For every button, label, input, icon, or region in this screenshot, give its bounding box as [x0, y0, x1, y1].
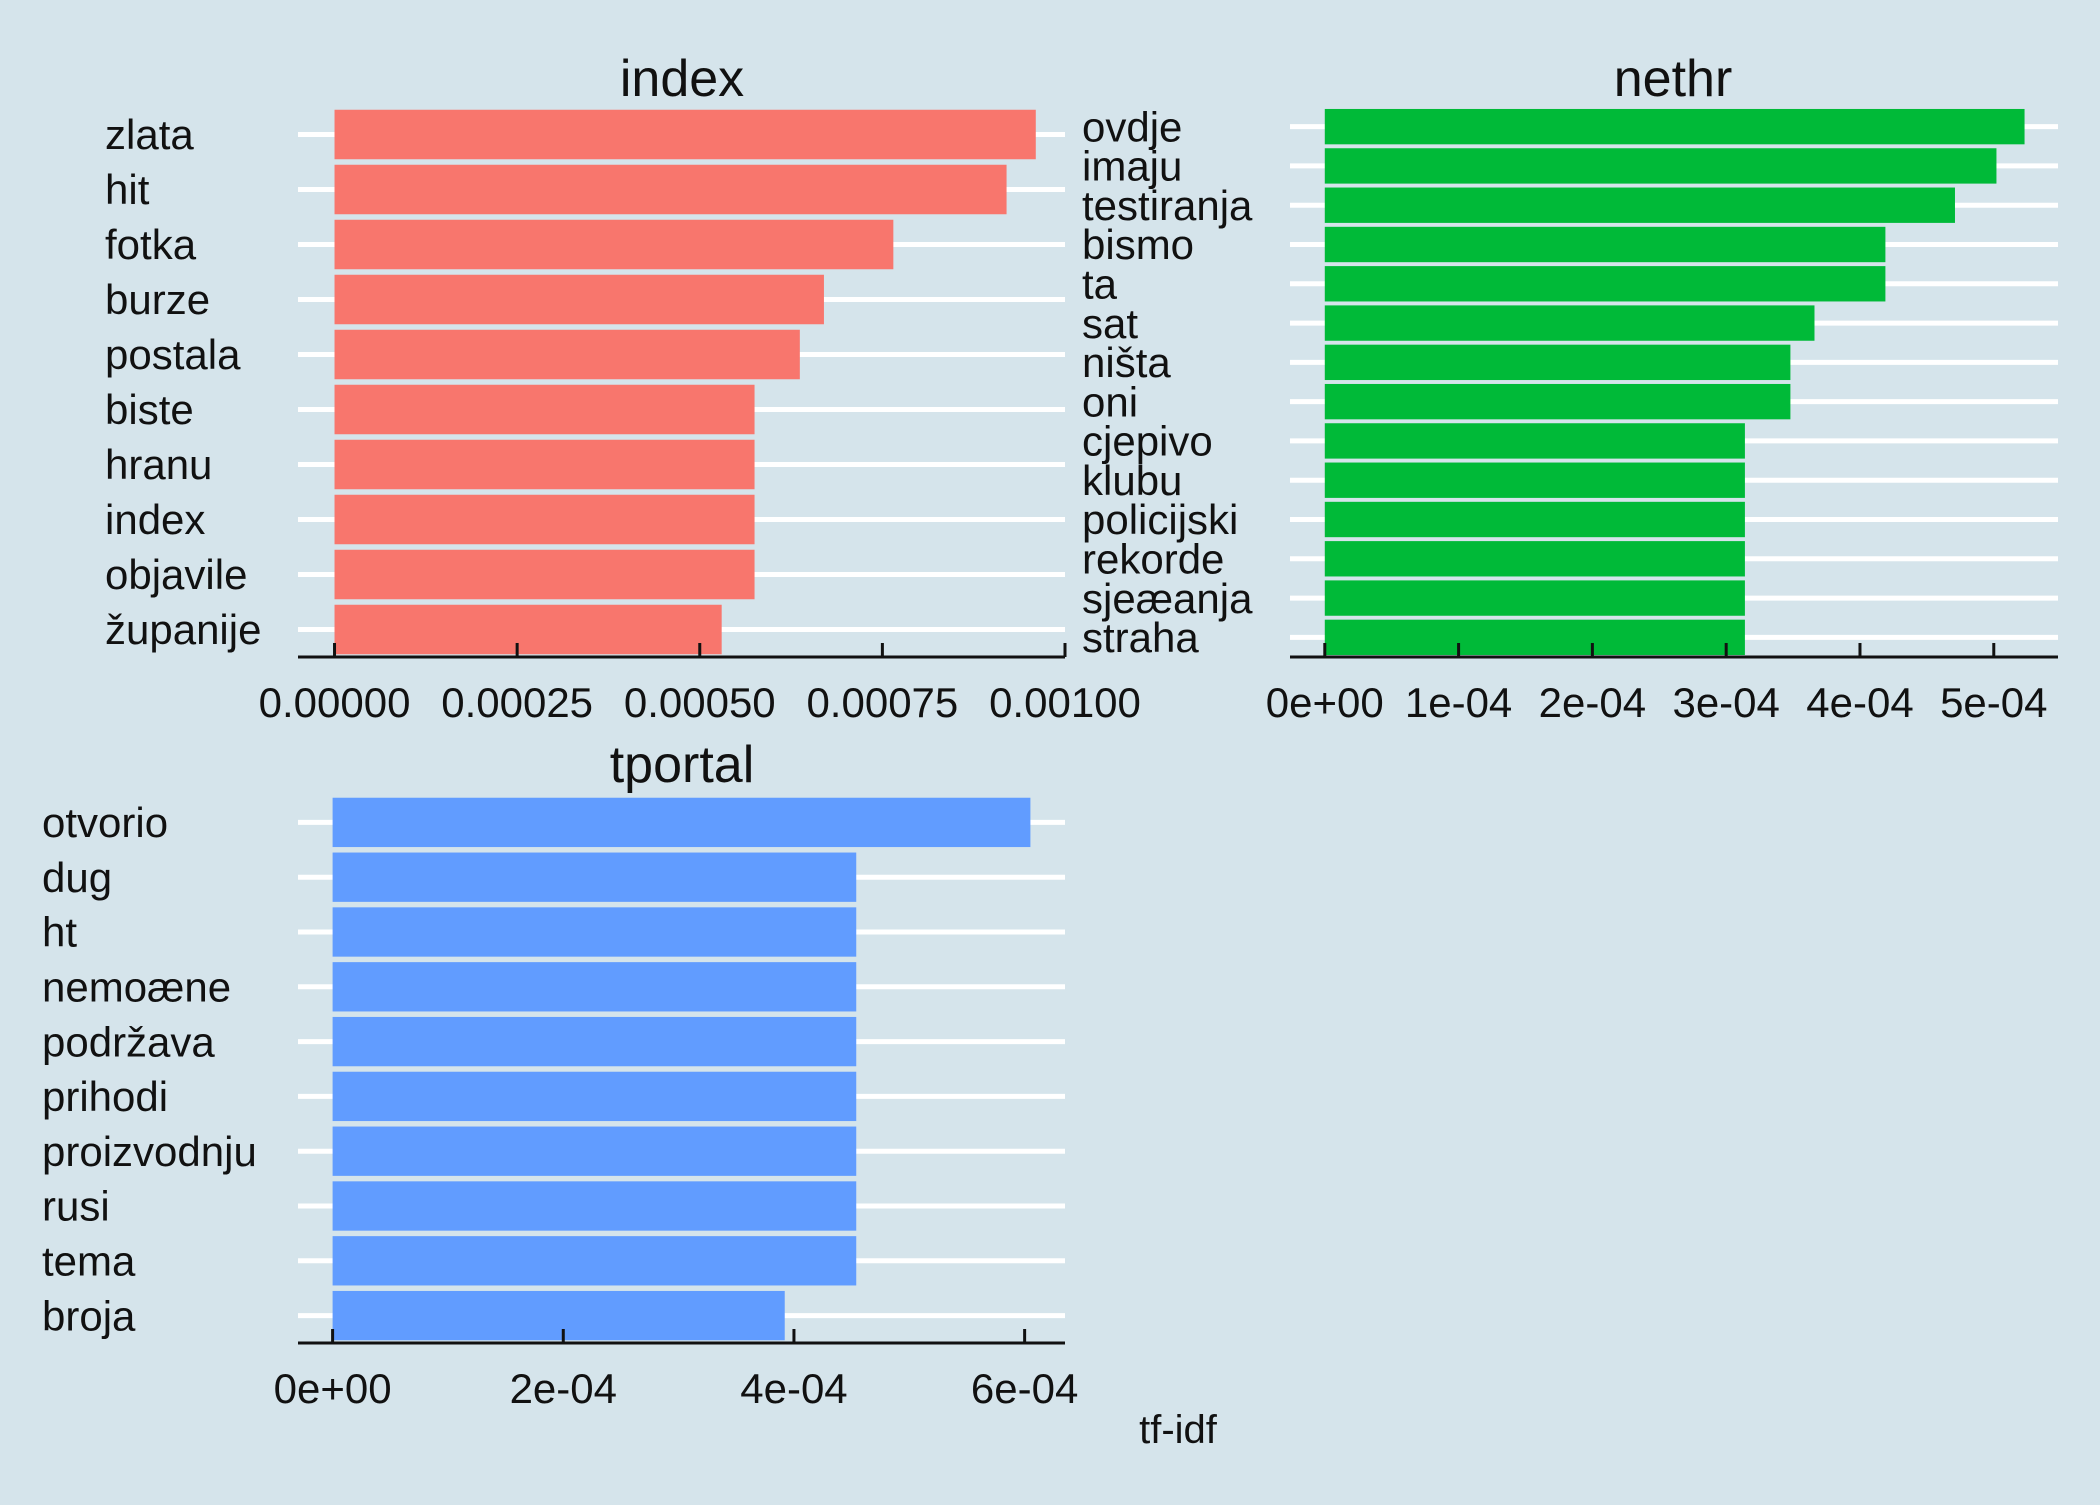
bar: [1324, 423, 1745, 459]
bar: [1324, 226, 1886, 263]
x-tick-label: 4e-04: [1806, 679, 1913, 726]
category-label: oni: [1082, 378, 1138, 425]
bar: [332, 1071, 857, 1122]
category-label: straha: [1082, 614, 1199, 661]
category-label: klubu: [1082, 457, 1182, 504]
bar: [1324, 344, 1791, 381]
bar: [1324, 501, 1745, 538]
bar: [332, 1181, 857, 1231]
bar: [334, 219, 894, 270]
x-axis-label: tf-idf: [1139, 1408, 1218, 1452]
category-label: rekorde: [1082, 535, 1224, 582]
category-label: ht: [42, 909, 77, 956]
bar: [334, 439, 755, 490]
x-tick-label: 5e-04: [1940, 679, 2047, 726]
category-label: fotka: [105, 221, 197, 268]
category-label: objavile: [105, 551, 247, 598]
x-tick-label: 0e+00: [1266, 679, 1384, 726]
category-label: burze: [105, 276, 210, 323]
category-label: hranu: [105, 441, 212, 488]
category-label: zlata: [105, 111, 194, 158]
category-label: županije: [105, 606, 261, 653]
bar: [332, 852, 857, 902]
bar: [334, 494, 755, 545]
bar: [332, 1016, 857, 1067]
bar: [1324, 148, 1997, 184]
category-label: tema: [42, 1238, 136, 1285]
category-label: policijski: [1082, 496, 1238, 543]
category-label: ništa: [1082, 339, 1171, 386]
panel-title: index: [620, 50, 744, 108]
x-tick-label: 4e-04: [740, 1365, 847, 1412]
bar: [1324, 108, 2025, 145]
x-tick-label: 0.00075: [806, 679, 958, 726]
bar: [332, 797, 1031, 848]
bar: [1324, 383, 1791, 420]
category-label: postala: [105, 331, 241, 378]
x-tick-label: 2e-04: [510, 1365, 617, 1412]
x-tick-label: 0.00025: [441, 679, 593, 726]
bar: [334, 164, 1007, 215]
panel-tportal: tportal otvorio dug ht nemoæne podržava priho…: [42, 736, 1078, 1412]
category-label: sjeæanja: [1082, 575, 1253, 622]
category-label: bismo: [1082, 221, 1194, 268]
category-label: rusi: [42, 1183, 110, 1230]
bar: [334, 384, 755, 435]
category-label: biste: [105, 386, 194, 433]
category-label: ta: [1082, 260, 1118, 307]
bar: [334, 109, 1036, 160]
category-label: proizvodnju: [42, 1128, 257, 1175]
bar: [332, 1236, 857, 1286]
category-label: testiranja: [1082, 182, 1253, 229]
category-label: imaju: [1082, 143, 1182, 190]
bar: [1324, 266, 1886, 302]
bar: [332, 962, 857, 1012]
bar: [332, 1290, 785, 1341]
category-label: hit: [105, 166, 150, 213]
bar: [1324, 187, 1955, 223]
category-label: podržava: [42, 1018, 215, 1065]
category-label: index: [105, 496, 205, 543]
panel-nethr: nethr ovdjeimajutestiranjabismotasatništ…: [1082, 50, 2058, 726]
category-label: otvorio: [42, 799, 168, 846]
x-tick-label: 0.00050: [624, 679, 776, 726]
x-tick-label: 6e-04: [971, 1365, 1078, 1412]
category-label: dug: [42, 854, 112, 901]
bar: [334, 604, 722, 655]
category-label: ovdje: [1082, 103, 1182, 150]
bar: [1324, 462, 1745, 498]
bar: [332, 907, 857, 957]
category-label: cjepivo: [1082, 418, 1213, 465]
category-label: sat: [1082, 300, 1138, 347]
bar: [334, 549, 755, 600]
x-tick-label: 0.00000: [259, 679, 411, 726]
x-tick-label: 3e-04: [1672, 679, 1779, 726]
bar: [1324, 580, 1745, 616]
bar: [1324, 305, 1815, 341]
x-tick-label: 0.00100: [989, 679, 1141, 726]
panel-title: tportal: [610, 736, 755, 794]
x-tick-label: 0e+00: [274, 1365, 392, 1412]
x-tick-label: 1e-04: [1405, 679, 1512, 726]
panel-title: nethr: [1614, 50, 1733, 108]
bar: [1324, 619, 1745, 656]
bar: [334, 329, 800, 380]
category-label: nemoæne: [42, 964, 231, 1011]
panel-index: index zlata hit fotka burze postala biste hran…: [105, 50, 1141, 726]
bar: [1324, 541, 1745, 577]
category-label: prihodi: [42, 1073, 168, 1120]
x-tick-label: 2e-04: [1539, 679, 1646, 726]
bar: [334, 274, 824, 325]
bar: [332, 1126, 857, 1176]
category-label: broja: [42, 1292, 136, 1339]
